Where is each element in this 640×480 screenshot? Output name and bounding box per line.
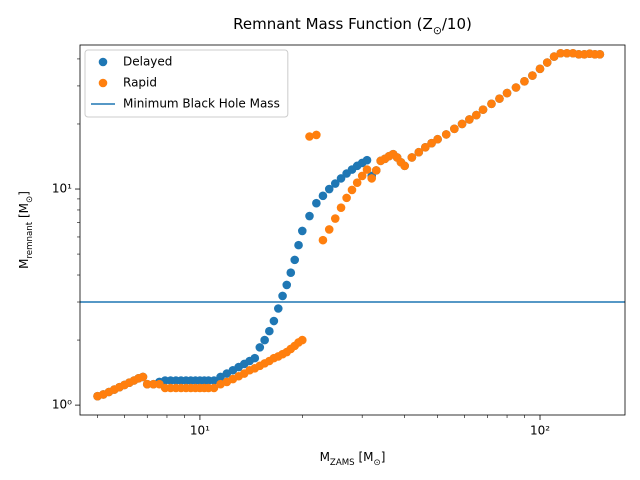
point — [294, 240, 303, 250]
x-axis-label-part: M — [320, 450, 330, 464]
point — [535, 64, 545, 74]
chart-title-part: Remnant Mass Function (Z — [233, 15, 433, 33]
point — [520, 77, 529, 86]
point — [324, 225, 334, 234]
point — [441, 130, 451, 139]
point — [478, 105, 488, 114]
y-axis-label: Mremnant [M⊙] — [17, 191, 35, 269]
point — [511, 83, 521, 92]
point — [305, 211, 314, 221]
point — [367, 174, 377, 183]
point — [260, 335, 269, 345]
point — [400, 161, 409, 171]
legend-marker — [98, 78, 108, 88]
point — [318, 191, 328, 201]
point — [542, 58, 552, 67]
point — [265, 326, 274, 336]
point — [318, 235, 328, 245]
plot-frame — [79, 44, 626, 416]
chart-title-part: ⊙ — [433, 24, 442, 37]
x-tick-label: 10¹ — [190, 424, 210, 438]
point — [562, 48, 572, 58]
x-axis-label-part: ] — [381, 450, 386, 464]
point — [502, 88, 512, 98]
legend-label: Rapid — [123, 76, 157, 90]
y-tick-label: 10¹ — [52, 182, 72, 196]
point — [347, 185, 357, 195]
legend-marker — [98, 57, 108, 67]
point — [216, 372, 225, 382]
point — [595, 50, 605, 59]
point — [495, 94, 504, 103]
point — [250, 353, 260, 363]
point — [336, 203, 346, 212]
point — [297, 335, 307, 345]
point — [305, 132, 314, 141]
point — [138, 372, 148, 382]
chart-title: Remnant Mass Function (Z⊙/10) — [233, 15, 472, 37]
y-axis-label-part: M — [17, 259, 31, 269]
y-axis-label-part: ⊙ — [25, 196, 35, 203]
point — [414, 147, 424, 157]
point — [312, 130, 321, 140]
point — [149, 379, 158, 389]
point — [528, 71, 537, 80]
point — [421, 142, 430, 152]
point — [433, 134, 442, 144]
point — [450, 124, 459, 134]
point — [465, 115, 474, 124]
point — [342, 193, 351, 203]
point — [472, 110, 481, 120]
y-axis-label-part: ] — [17, 191, 31, 196]
legend-label: Delayed — [123, 55, 172, 69]
point — [142, 379, 152, 389]
point — [282, 280, 292, 290]
point — [549, 52, 559, 61]
point — [371, 166, 381, 175]
point — [357, 171, 367, 181]
point — [312, 198, 321, 208]
x-axis-label: MZAMS [M⊙] — [320, 450, 386, 468]
chart-title-part: /10) — [442, 15, 472, 33]
point — [352, 178, 362, 187]
legend-box — [84, 49, 289, 118]
point — [290, 255, 300, 265]
point — [336, 174, 346, 183]
y-axis-label-part: remnant — [25, 221, 35, 258]
point — [297, 226, 307, 236]
point — [556, 48, 565, 58]
point — [278, 291, 287, 301]
point — [362, 155, 372, 165]
point — [209, 376, 219, 385]
point — [209, 383, 219, 393]
x-axis-label-part: ZAMS — [330, 458, 355, 468]
point — [330, 214, 340, 223]
point — [407, 153, 417, 162]
x-tick-label: 10² — [530, 424, 550, 438]
point — [255, 343, 265, 352]
y-axis-label-part: [M — [17, 203, 31, 222]
point — [487, 99, 496, 109]
point — [324, 184, 334, 194]
legend-label: Minimum Black Hole Mass — [123, 97, 280, 111]
x-axis-label-part: [M — [355, 450, 374, 464]
point — [286, 268, 296, 277]
point — [457, 119, 467, 129]
point — [273, 304, 283, 313]
point — [330, 179, 340, 188]
point — [362, 165, 372, 174]
x-axis-label-part: ⊙ — [374, 458, 381, 468]
point — [269, 316, 279, 326]
y-tick-label: 10⁰ — [52, 398, 72, 412]
